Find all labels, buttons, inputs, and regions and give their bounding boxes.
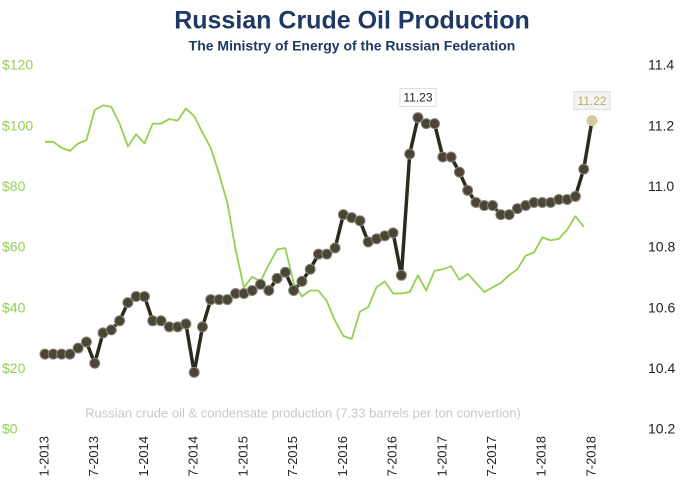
marker: [395, 269, 407, 281]
marker: [72, 342, 84, 354]
marker: [487, 200, 499, 212]
series-line: [45, 104, 585, 340]
marker: [279, 266, 291, 278]
marker: [196, 321, 208, 333]
x-tick-label: 7-2017: [484, 436, 499, 476]
y-tick-label: $40: [2, 299, 26, 315]
marker: [138, 291, 150, 303]
y2-tick-label: 10.2: [648, 421, 675, 437]
data-label-box: [573, 91, 611, 111]
x-tick-label: 7-2014: [186, 436, 201, 476]
marker: [114, 315, 126, 327]
marker: [354, 215, 366, 227]
marker: [412, 112, 424, 124]
x-tick-label: 7-2018: [583, 436, 598, 476]
x-tick-label: 1-2018: [534, 436, 549, 476]
marker: [429, 118, 441, 130]
x-tick-label: 1-2014: [136, 436, 151, 476]
marker: [578, 163, 590, 175]
x-tick-label: 1-2013: [36, 436, 51, 476]
marker: [462, 184, 474, 196]
marker: [321, 248, 333, 260]
marker: [445, 151, 457, 163]
marker: [387, 227, 399, 239]
marker: [453, 166, 465, 178]
y2-tick-label: 11.2: [648, 117, 674, 133]
marker: [586, 115, 598, 127]
x-tick-label: 7-2016: [385, 436, 400, 476]
x-tick-label: 7-2015: [285, 436, 300, 476]
chart-title: Russian Crude Oil Production: [174, 7, 530, 35]
x-tick-label: 7-2013: [86, 436, 101, 476]
marker: [64, 348, 76, 360]
marker: [105, 324, 117, 336]
data-label: 11.23: [403, 91, 432, 105]
y2-tick-label: 10.8: [648, 239, 675, 255]
marker: [263, 284, 275, 296]
y-tick-label: $60: [2, 239, 26, 255]
y2-tick-label: 10.4: [648, 360, 675, 376]
marker: [188, 366, 200, 378]
y-tick-label: $0: [2, 421, 18, 437]
marker: [288, 284, 300, 296]
marker: [246, 284, 258, 296]
series-line: [45, 115, 594, 375]
marker: [221, 294, 233, 306]
annotation: Russian crude oil & condensate productio…: [85, 405, 521, 420]
marker: [503, 209, 515, 221]
marker: [89, 357, 101, 369]
marker: [569, 190, 581, 202]
data-label-box: [399, 88, 437, 108]
y2-tick-label: 11.4: [648, 57, 674, 73]
marker: [180, 318, 192, 330]
marker: [304, 263, 316, 275]
data-label: 11.22: [577, 94, 606, 108]
marker: [80, 336, 92, 348]
marker: [404, 148, 416, 160]
x-tick-label: 1-2016: [335, 436, 350, 476]
marker: [254, 278, 266, 290]
marker: [271, 272, 283, 284]
y-tick-label: $20: [2, 360, 26, 376]
y-tick-label: $80: [2, 178, 26, 194]
x-tick-label: 1-2017: [434, 436, 449, 476]
y2-tick-label: 10.6: [648, 299, 675, 315]
marker: [122, 297, 134, 309]
y-tick-label: $120: [2, 57, 33, 73]
marker: [329, 242, 341, 254]
x-tick-label: 1-2015: [235, 436, 250, 476]
marker: [296, 275, 308, 287]
y-tick-label: $100: [2, 117, 33, 133]
y2-tick-label: 11.0: [648, 178, 674, 194]
marker: [155, 315, 167, 327]
chart-subtitle: The Ministry of Energy of the Russian Fe…: [189, 38, 516, 54]
